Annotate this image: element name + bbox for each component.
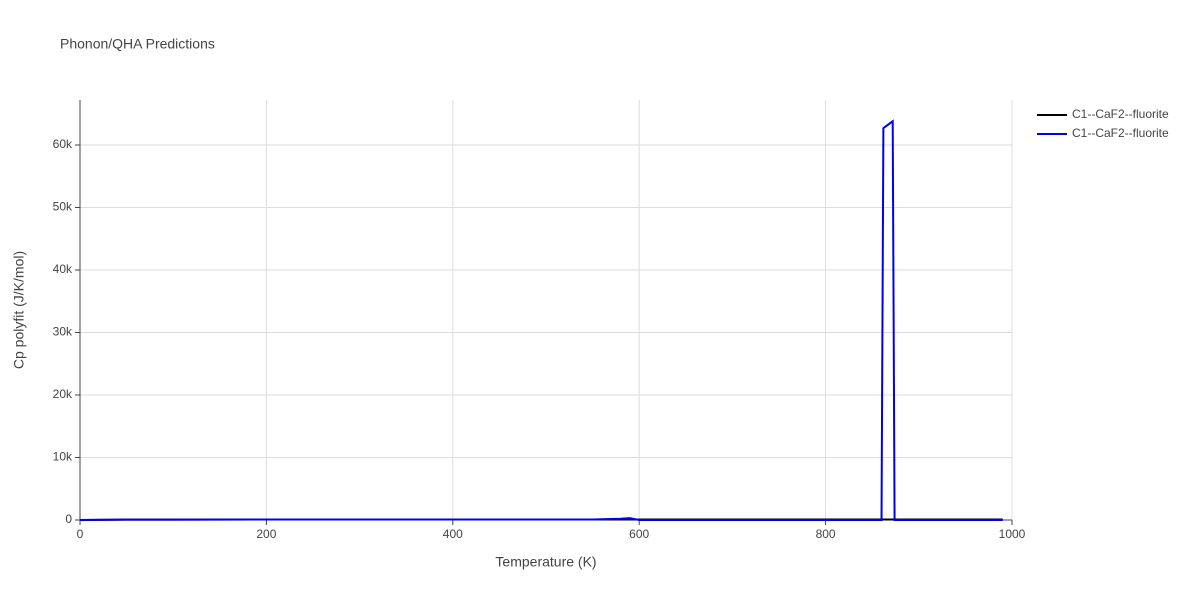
legend-label: C1--CaF2--fluorite: [1072, 107, 1169, 121]
y-tick-label: 10k: [53, 450, 73, 464]
x-tick-label: 1000: [999, 527, 1026, 541]
y-tick-label: 20k: [53, 387, 73, 401]
y-tick-label: 60k: [53, 137, 73, 151]
x-tick-label: 400: [443, 527, 463, 541]
x-tick-label: 600: [629, 527, 649, 541]
x-tick-label: 200: [256, 527, 276, 541]
y-axis-title: Cp polyfit (J/K/mol): [11, 251, 27, 369]
y-tick-label: 0: [65, 512, 72, 526]
y-tick-label: 40k: [53, 262, 73, 276]
chart-title: Phonon/QHA Predictions: [60, 36, 215, 52]
y-tick-label: 30k: [53, 325, 73, 339]
x-axis-title: Temperature (K): [495, 554, 596, 570]
y-tick-label: 50k: [53, 200, 73, 214]
series-line: [79, 119, 1003, 521]
x-tick-label: 800: [816, 527, 836, 541]
legend-label: C1--CaF2--fluorite: [1072, 126, 1169, 140]
x-tick-label: 0: [77, 527, 84, 541]
